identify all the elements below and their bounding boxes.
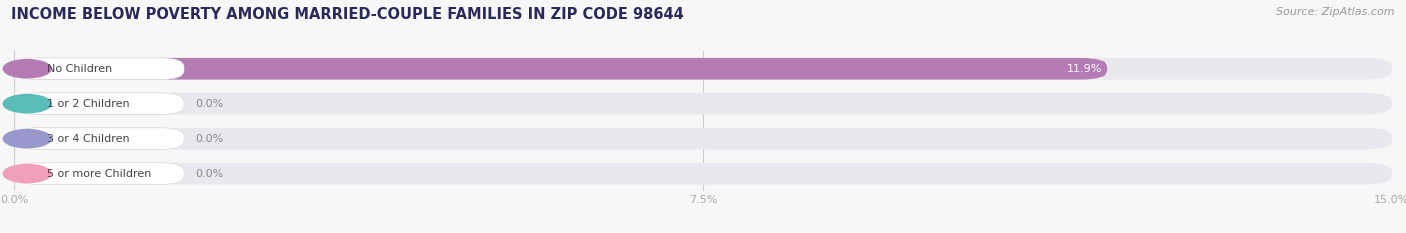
Text: No Children: No Children xyxy=(48,64,112,74)
FancyBboxPatch shape xyxy=(14,128,184,150)
FancyBboxPatch shape xyxy=(14,58,1107,80)
Text: INCOME BELOW POVERTY AMONG MARRIED-COUPLE FAMILIES IN ZIP CODE 98644: INCOME BELOW POVERTY AMONG MARRIED-COUPL… xyxy=(11,7,683,22)
Text: 0.0%: 0.0% xyxy=(195,134,224,144)
Text: 0.0%: 0.0% xyxy=(195,99,224,109)
Text: 3 or 4 Children: 3 or 4 Children xyxy=(48,134,129,144)
FancyBboxPatch shape xyxy=(14,58,1392,80)
FancyBboxPatch shape xyxy=(14,163,184,185)
FancyBboxPatch shape xyxy=(14,58,184,80)
Circle shape xyxy=(3,164,51,183)
Circle shape xyxy=(3,95,51,113)
FancyBboxPatch shape xyxy=(14,163,1392,185)
FancyBboxPatch shape xyxy=(14,163,184,185)
Text: Source: ZipAtlas.com: Source: ZipAtlas.com xyxy=(1277,7,1395,17)
FancyBboxPatch shape xyxy=(14,128,184,150)
FancyBboxPatch shape xyxy=(14,93,184,115)
FancyBboxPatch shape xyxy=(14,128,1392,150)
Text: 5 or more Children: 5 or more Children xyxy=(48,169,152,178)
Circle shape xyxy=(3,130,51,148)
Text: 0.0%: 0.0% xyxy=(195,169,224,178)
Text: 11.9%: 11.9% xyxy=(1067,64,1102,74)
Text: 1 or 2 Children: 1 or 2 Children xyxy=(48,99,129,109)
FancyBboxPatch shape xyxy=(14,93,184,115)
FancyBboxPatch shape xyxy=(14,93,1392,115)
Circle shape xyxy=(3,60,51,78)
